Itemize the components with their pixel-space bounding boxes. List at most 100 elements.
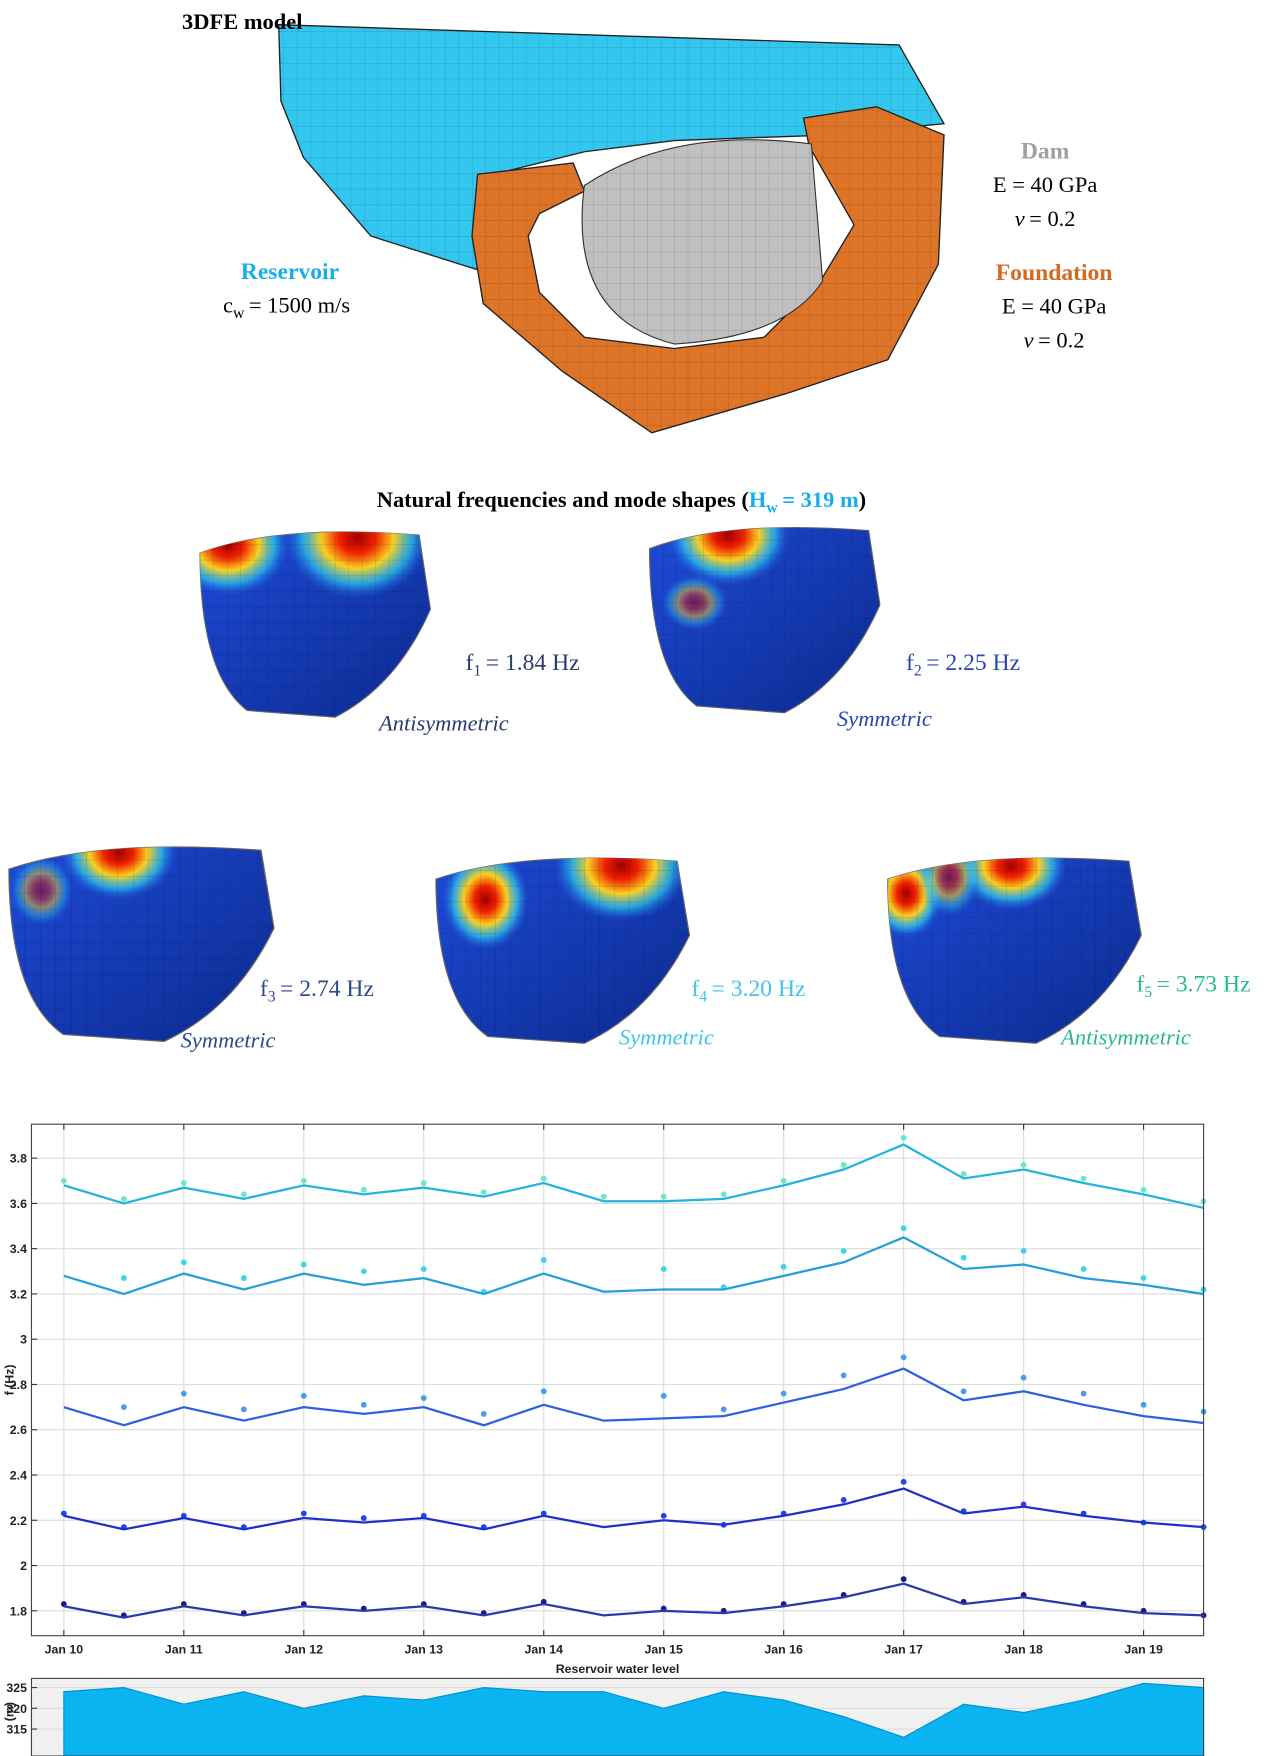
measured-point — [301, 1178, 307, 1184]
title-suffix: ) — [859, 487, 866, 512]
measured-point — [841, 1497, 847, 1503]
measured-point — [1141, 1402, 1147, 1408]
measured-point — [1081, 1266, 1087, 1272]
value-text: = 0.2 — [1038, 327, 1084, 352]
subscript: 5 — [1144, 984, 1152, 1001]
measured-point — [301, 1262, 307, 1268]
measured-point — [361, 1268, 367, 1274]
measured-point — [61, 1178, 67, 1184]
y-tick-label: 3.4 — [10, 1242, 27, 1256]
symbol: f — [691, 976, 699, 1002]
measured-point — [361, 1187, 367, 1193]
y-tick-label: 2 — [20, 1559, 27, 1573]
value-text: = 0.2 — [1029, 206, 1075, 231]
y-tick-label: 3.8 — [10, 1152, 27, 1166]
measured-point — [841, 1373, 847, 1379]
measured-point — [1021, 1248, 1027, 1254]
measured-point — [181, 1180, 187, 1186]
mode-frequency: f4 = 3.20 Hz — [691, 976, 805, 1006]
y-tick-label: 2.2 — [10, 1514, 27, 1528]
value-text: = 2.74 Hz — [280, 976, 374, 1002]
measured-point — [301, 1511, 307, 1517]
subscript: 3 — [268, 989, 276, 1006]
measured-point — [961, 1171, 967, 1177]
title-prefix: Natural frequencies and mode shapes ( — [377, 487, 749, 512]
measured-point — [481, 1189, 487, 1195]
measured-point — [1021, 1375, 1027, 1381]
measured-point — [241, 1191, 247, 1197]
measured-point — [661, 1266, 667, 1272]
x-tick-label: Jan 11 — [165, 1643, 203, 1657]
measured-point — [781, 1264, 787, 1270]
measured-point — [421, 1395, 427, 1401]
dam-poisson: ν= 0.2 — [1015, 206, 1076, 231]
y-tick-label: 3 — [20, 1333, 27, 1347]
symbol: ν — [1024, 327, 1034, 352]
x-tick-label: Jan 17 — [884, 1643, 923, 1657]
y-tick-label: 3.2 — [10, 1287, 27, 1301]
mode-frequency: f3= 2.74 Hz — [260, 976, 374, 1006]
x-tick-label: Jan 12 — [285, 1643, 324, 1657]
measured-point — [121, 1404, 127, 1410]
mode-shape — [869, 821, 1141, 1044]
measured-point — [781, 1391, 787, 1397]
measured-point — [1141, 1187, 1147, 1193]
measured-point — [541, 1176, 547, 1182]
measured-point — [121, 1275, 127, 1281]
measured-point — [901, 1135, 907, 1141]
y-axis-label: f (Hz) — [2, 1365, 16, 1396]
y-tick-label: 2.6 — [10, 1423, 27, 1437]
mode-frequency: f5= 3.73 Hz — [1136, 972, 1250, 1002]
dam-name: Dam — [1021, 139, 1070, 165]
symbol: ν — [1015, 206, 1025, 231]
mode-type: Symmetric — [181, 1028, 276, 1053]
measured-point — [241, 1406, 247, 1412]
measured-point — [601, 1194, 607, 1200]
measured-point — [361, 1402, 367, 1408]
mode-type: Symmetric — [619, 1024, 714, 1049]
x-tick-label: Jan 18 — [1004, 1643, 1043, 1657]
y-tick-label: 315 — [6, 1723, 27, 1737]
measured-point — [1021, 1162, 1027, 1168]
measured-point — [301, 1393, 307, 1399]
mode-type: Antisymmetric — [1059, 1024, 1191, 1049]
foundation-poisson: ν= 0.2 — [1024, 327, 1085, 352]
y-axis-label: (m) — [2, 1702, 16, 1721]
symbol: c — [223, 293, 233, 318]
measured-point — [481, 1411, 487, 1417]
measured-point — [721, 1406, 727, 1412]
figure: 3DFE model Reservoir cw= 1500 m/s Dam E … — [0, 0, 1271, 1756]
measured-point — [121, 1196, 127, 1202]
value-text: = 1500 m/s — [249, 293, 350, 318]
measured-point — [541, 1388, 547, 1394]
mode-frequency: f2= 2.25 Hz — [906, 650, 1020, 680]
measured-point — [181, 1259, 187, 1265]
x-tick-label: Jan 14 — [524, 1643, 563, 1657]
y-tick-label: 1.8 — [10, 1604, 27, 1618]
mode-type: Symmetric — [837, 706, 932, 731]
reservoir-name: Reservoir — [241, 259, 339, 285]
x-tick-label: Jan 13 — [405, 1643, 444, 1657]
measured-point — [661, 1393, 667, 1399]
measured-point — [661, 1194, 667, 1200]
mode-type: Antisymmetric — [377, 711, 509, 736]
measured-point — [841, 1248, 847, 1254]
x-tick-label: Jan 15 — [644, 1643, 683, 1657]
measured-point — [421, 1266, 427, 1272]
measured-point — [901, 1479, 907, 1485]
mode-shape — [650, 485, 880, 713]
measured-point — [181, 1391, 187, 1397]
measured-point — [841, 1162, 847, 1168]
measured-point — [901, 1576, 907, 1582]
subscript: 4 — [699, 989, 707, 1006]
symbol: f — [466, 650, 474, 676]
measured-point — [541, 1257, 547, 1263]
measured-point — [781, 1178, 787, 1184]
x-tick-label: Jan 19 — [1124, 1643, 1163, 1657]
x-tick-label: Jan 16 — [764, 1643, 803, 1657]
value-text: = 3.20 Hz — [712, 976, 806, 1002]
foundation-name: Foundation — [996, 260, 1113, 286]
symbol: f — [260, 976, 268, 1002]
